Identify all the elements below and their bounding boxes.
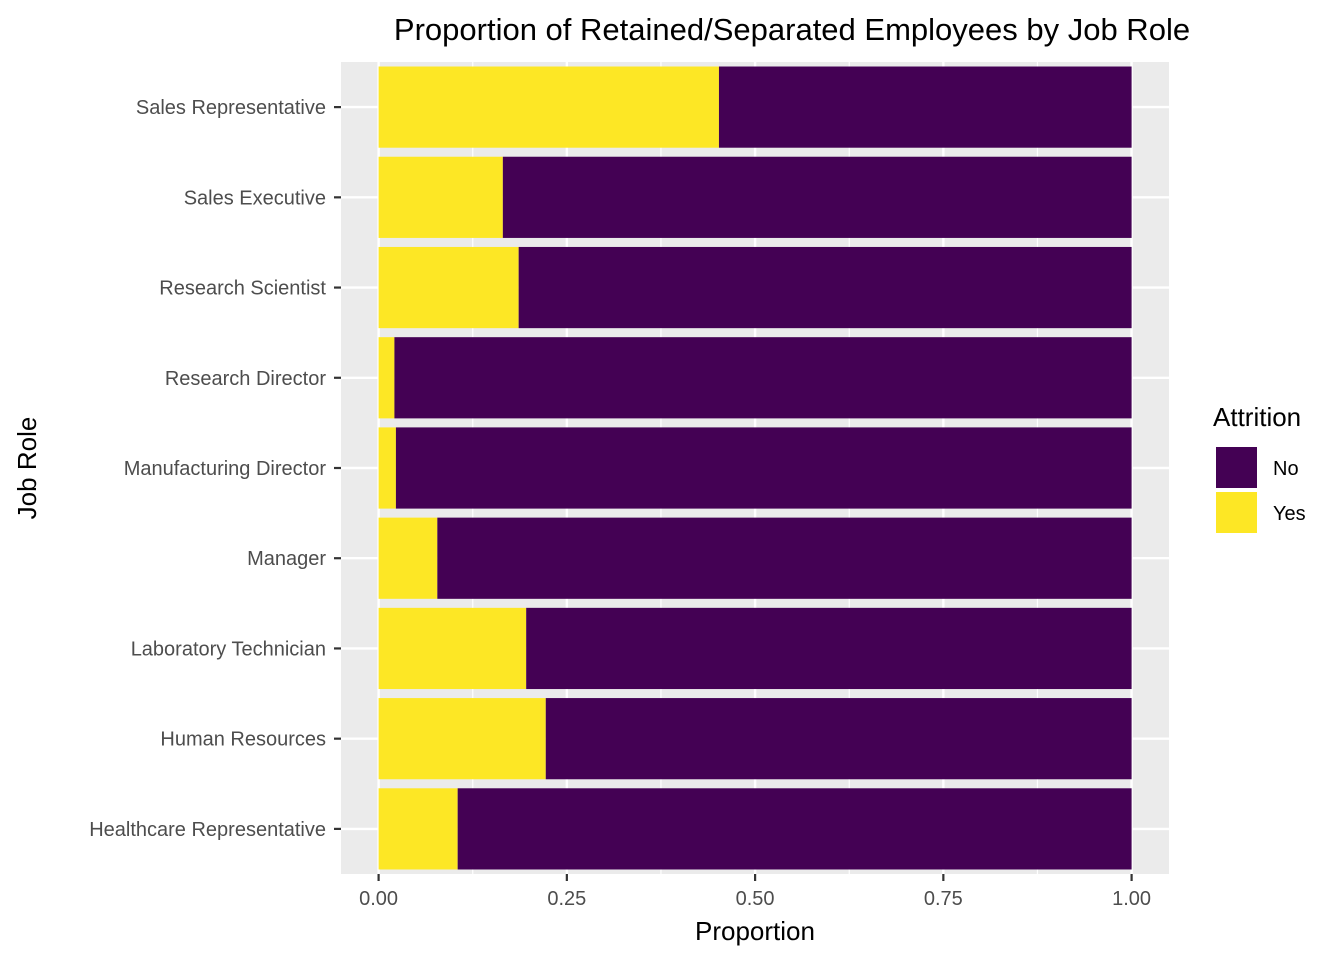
bar-yes — [378, 337, 395, 419]
legend-label-yes: Yes — [1273, 503, 1306, 525]
bar-no — [437, 517, 1132, 599]
bar-no — [395, 427, 1132, 509]
x-axis-title: Proportion — [695, 916, 815, 946]
y-tick-label: Sales Representative — [136, 97, 326, 119]
y-tick-label: Healthcare Representative — [89, 819, 326, 841]
y-tick-label: Research Scientist — [159, 278, 326, 300]
bar-yes — [378, 427, 396, 509]
legend-key-yes — [1214, 490, 1259, 535]
bar-yes — [378, 517, 438, 599]
y-tick-label: Sales Executive — [184, 187, 326, 209]
x-tick-label: 0.25 — [547, 888, 586, 910]
chart-title: Proportion of Retained/Separated Employe… — [394, 12, 1190, 47]
bar-yes — [378, 607, 527, 690]
bar-no — [545, 698, 1132, 780]
y-tick-label: Manager — [247, 548, 326, 570]
y-axis: Healthcare Representative Human Resources… — [89, 97, 341, 841]
x-tick-label: 0.00 — [359, 888, 398, 910]
x-tick-label: 1.00 — [1112, 888, 1151, 910]
bar-no — [394, 337, 1132, 419]
legend-title: Attrition — [1213, 402, 1301, 432]
bars — [378, 66, 1132, 870]
bar-yes — [378, 66, 719, 148]
bar-yes — [378, 698, 546, 780]
y-tick-label: Manufacturing Director — [124, 458, 327, 480]
x-axis: 0.00 0.25 0.50 0.75 1.00 — [359, 874, 1151, 910]
bar-no — [718, 66, 1132, 148]
legend-label-no: No — [1273, 458, 1299, 480]
y-axis-title: Job Role — [12, 417, 42, 520]
y-tick-label: Laboratory Technician — [131, 638, 326, 660]
bar-yes — [378, 156, 503, 238]
bar-no — [457, 788, 1132, 870]
bar-no — [502, 156, 1132, 238]
bar-no — [526, 607, 1132, 690]
legend-key-no — [1214, 445, 1259, 490]
x-tick-label: 0.50 — [736, 888, 775, 910]
bar-yes — [378, 246, 519, 329]
y-tick-label: Research Director — [165, 368, 327, 390]
bar-yes — [378, 788, 458, 870]
bar-no — [518, 246, 1132, 329]
x-tick-label: 0.75 — [924, 888, 963, 910]
legend: Attrition No Yes — [1213, 402, 1306, 535]
y-tick-label: Human Resources — [160, 729, 326, 751]
